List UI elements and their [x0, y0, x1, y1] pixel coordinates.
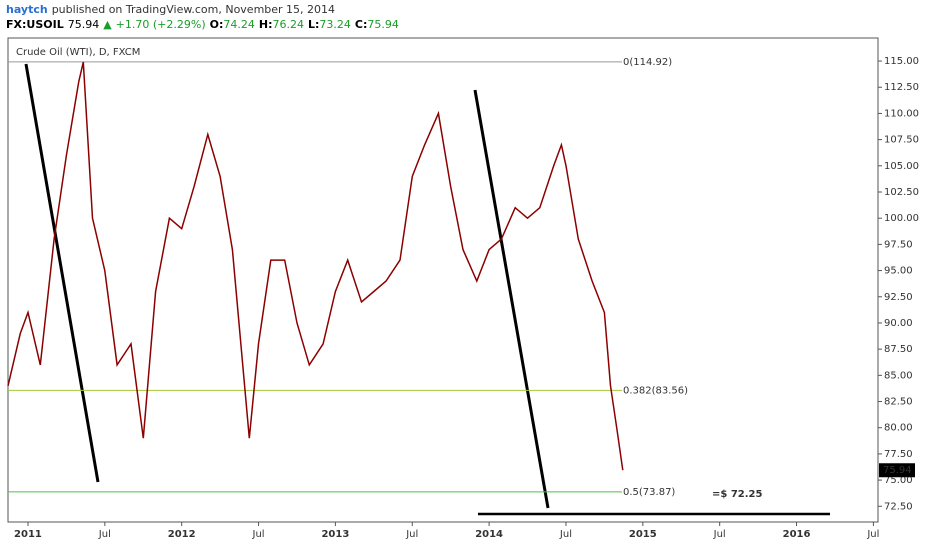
x-tick-label: 2015 [629, 529, 657, 540]
last-price-box [879, 463, 915, 478]
x-tick-label: Jul [713, 529, 726, 540]
annotation: =$ 72.25 [712, 489, 762, 500]
y-tick-label: 97.50 [884, 239, 913, 250]
quote-item: 73.24 [319, 18, 351, 31]
x-tick-label: Jul [405, 529, 418, 540]
y-tick-label: 105.00 [884, 161, 919, 172]
y-tick-label: 82.50 [884, 397, 913, 408]
y-tick-label: 72.50 [884, 501, 913, 512]
x-tick-label: 2016 [783, 529, 811, 540]
quote-item: 74.24 [223, 18, 255, 31]
y-tick-label: 112.50 [884, 82, 919, 93]
y-tick-label: 95.00 [884, 266, 913, 277]
header-line: haytch published on TradingView.com, Nove… [6, 3, 335, 16]
price-line [7, 61, 624, 471]
y-tick-label: 75.00 [884, 475, 913, 486]
published: published on TradingView.com, November 1… [52, 3, 335, 16]
x-tick-label: 2014 [475, 529, 503, 540]
y-tick-label: 100.00 [884, 213, 919, 224]
trend-line [24, 63, 100, 483]
chart-title: Crude Oil (WTI), D, FXCM [16, 47, 140, 58]
fib-label: 0.5(73.87) [623, 487, 675, 498]
quote-line: FX:USOIL 75.94 ▲ +1.70 (+2.29%) O:74.24 H:76.… [6, 18, 399, 31]
fib-label: 0.382(83.56) [623, 385, 688, 396]
quote-item: ▲ [103, 18, 112, 31]
y-tick-label: 115.00 [884, 56, 919, 67]
y-tick-label: 90.00 [884, 318, 913, 329]
y-tick-label: 102.50 [884, 187, 919, 198]
quote-item: O: [210, 18, 224, 31]
y-tick-label: 107.50 [884, 135, 919, 146]
quote-item: 76.24 [272, 18, 304, 31]
y-tick-label: 110.00 [884, 108, 919, 119]
y-tick-label: 77.50 [884, 449, 913, 460]
x-tick-label: 2012 [168, 529, 196, 540]
x-tick-label: Jul [98, 529, 111, 540]
plot-frame [7, 37, 879, 523]
y-tick-label: 92.50 [884, 292, 913, 303]
quote-item: 75.94 [68, 18, 100, 31]
quote-item: C: [355, 18, 367, 31]
x-tick-label: Jul [559, 529, 572, 540]
fib-label: 0(114.92) [623, 57, 672, 68]
trend-line [473, 89, 550, 509]
user: haytch [6, 3, 48, 16]
quote-item: +1.70 (+2.29%) [116, 18, 206, 31]
y-tick-label: 85.00 [884, 370, 913, 381]
quote-item: L: [308, 18, 319, 31]
y-tick-label: 87.50 [884, 344, 913, 355]
quote-item: 75.94 [367, 18, 399, 31]
quote-item: H: [259, 18, 273, 31]
quote-item: FX:USOIL [6, 18, 64, 31]
x-tick-label: 2013 [321, 529, 349, 540]
x-tick-label: Jul [866, 529, 879, 540]
x-tick-label: 2011 [14, 529, 42, 540]
last-price-label: 75.94 [883, 465, 912, 476]
x-tick-label: Jul [252, 529, 265, 540]
y-tick-label: 80.00 [884, 423, 913, 434]
